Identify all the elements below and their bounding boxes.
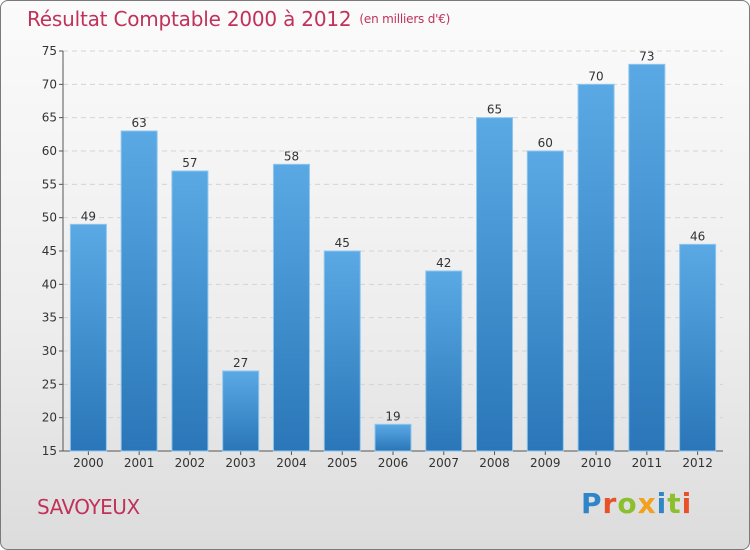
bar xyxy=(222,370,260,452)
bar-value-label: 46 xyxy=(690,229,705,243)
bar xyxy=(628,63,666,452)
x-tick-label: 2006 xyxy=(378,456,409,470)
y-tick-label: 60 xyxy=(42,144,57,158)
x-tick-label: 2012 xyxy=(682,456,713,470)
bar-value-label: 49 xyxy=(81,209,96,223)
x-tick-label: 2001 xyxy=(124,456,155,470)
bar xyxy=(323,250,361,452)
grid-lines xyxy=(63,50,723,419)
logo-letter: i xyxy=(656,487,668,520)
bar xyxy=(679,243,717,452)
bar xyxy=(374,423,412,452)
y-tick-label: 35 xyxy=(42,311,57,325)
logo-letter: t xyxy=(667,487,682,520)
logo-letter: x xyxy=(637,487,657,520)
y-tick-label: 55 xyxy=(42,177,57,191)
y-tick-label: 75 xyxy=(42,44,57,58)
y-tick-label: 50 xyxy=(42,211,57,225)
bar-value-label: 19 xyxy=(385,409,400,423)
logo-letter: o xyxy=(617,487,638,520)
bar xyxy=(577,83,615,452)
bar xyxy=(425,270,463,452)
x-tick-label: 2008 xyxy=(479,456,510,470)
bar xyxy=(120,130,158,452)
y-tick-label: 15 xyxy=(42,444,57,458)
proxiti-logo: Proxiti xyxy=(581,487,692,520)
x-tick-label: 2010 xyxy=(581,456,612,470)
x-tick-label: 2002 xyxy=(175,456,206,470)
x-tick-label: 2009 xyxy=(530,456,561,470)
bar-value-label: 42 xyxy=(436,256,451,270)
bar xyxy=(171,170,209,452)
y-tick-label: 20 xyxy=(42,411,57,425)
x-tick-label: 2007 xyxy=(428,456,459,470)
bar-value-label: 70 xyxy=(588,69,603,83)
x-tick-label: 2005 xyxy=(327,456,358,470)
bar-value-label: 45 xyxy=(335,236,350,250)
bar xyxy=(526,150,564,452)
bar-value-label: 60 xyxy=(538,136,553,150)
x-tick-label: 2000 xyxy=(73,456,104,470)
chart-title-text: Résultat Comptable 2000 à 2012 xyxy=(27,7,352,31)
bar xyxy=(272,163,310,452)
y-tick-label: 45 xyxy=(42,244,57,258)
labels: 49 2000 63 2001 57 2002 27 2003 58 2004 45 2005 19 20… xyxy=(73,49,713,470)
bar-value-label: 57 xyxy=(182,156,197,170)
logo-letter: P xyxy=(581,487,603,520)
logo-letter: r xyxy=(602,487,618,520)
bar-value-label: 63 xyxy=(132,116,147,130)
bar-value-label: 58 xyxy=(284,149,299,163)
bar-value-label: 65 xyxy=(487,103,502,117)
bar xyxy=(476,117,514,452)
x-tick-label: 2003 xyxy=(225,456,256,470)
y-tick-label: 25 xyxy=(42,377,57,391)
bars xyxy=(69,63,717,452)
y-tick-label: 40 xyxy=(42,277,57,291)
logo-letter: i xyxy=(681,487,693,520)
y-tick-label: 70 xyxy=(42,77,57,91)
x-tick-label: 2004 xyxy=(276,456,307,470)
bar-value-label: 73 xyxy=(639,49,654,63)
chart-title: Résultat Comptable 2000 à 2012 (en millie… xyxy=(27,7,450,31)
y-tick-label: 65 xyxy=(42,111,57,125)
bar xyxy=(69,223,107,452)
bar-value-label: 27 xyxy=(233,356,248,370)
commune-name: SAVOYEUX xyxy=(37,495,140,519)
chart-unit: (en milliers d'€) xyxy=(359,12,451,26)
x-tick-label: 2011 xyxy=(632,456,663,470)
axes: 15 20 25 30 35 40 45 50 55 60 65 70 75 xyxy=(42,44,723,458)
y-tick-label: 30 xyxy=(42,344,57,358)
